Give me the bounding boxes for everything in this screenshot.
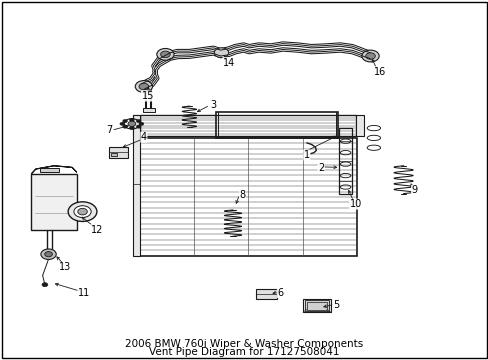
Circle shape [68, 202, 97, 221]
Text: 2006 BMW 760i Wiper & Washer Components: 2006 BMW 760i Wiper & Washer Components [125, 339, 363, 349]
Polygon shape [31, 166, 77, 174]
Bar [133, 115, 140, 136]
Text: 8: 8 [239, 190, 245, 200]
Text: 16: 16 [373, 67, 385, 77]
Circle shape [214, 48, 228, 58]
Circle shape [139, 83, 148, 90]
Circle shape [78, 208, 87, 215]
Bar [215, 112, 337, 138]
Circle shape [122, 125, 127, 128]
Circle shape [41, 249, 56, 260]
Bar [304, 300, 328, 311]
Text: 13: 13 [59, 262, 71, 272]
Text: 4: 4 [141, 132, 146, 142]
Bar [109, 147, 127, 158]
Text: 15: 15 [141, 91, 154, 101]
Circle shape [128, 121, 136, 126]
Bar [256, 289, 276, 299]
Circle shape [135, 81, 152, 93]
Text: Vent Pipe Diagram for 17127508041: Vent Pipe Diagram for 17127508041 [149, 347, 339, 357]
Text: 3: 3 [210, 100, 216, 110]
Text: 14: 14 [223, 58, 235, 68]
Circle shape [157, 49, 174, 60]
Bar [306, 302, 326, 310]
Bar [140, 115, 355, 136]
Circle shape [74, 206, 91, 217]
Circle shape [120, 122, 124, 126]
Circle shape [136, 120, 141, 123]
Circle shape [139, 122, 143, 126]
Circle shape [160, 51, 170, 58]
Circle shape [44, 252, 52, 257]
Circle shape [136, 125, 141, 128]
Text: 9: 9 [411, 185, 417, 195]
Circle shape [42, 283, 48, 287]
Bar [41, 168, 59, 172]
Circle shape [365, 53, 375, 59]
Bar [142, 108, 155, 112]
Bar [338, 128, 351, 194]
Text: 11: 11 [78, 288, 90, 298]
Circle shape [361, 50, 378, 62]
Circle shape [129, 126, 134, 129]
Bar [111, 153, 117, 156]
Bar [133, 115, 140, 256]
Bar [31, 174, 77, 230]
Text: 12: 12 [91, 225, 103, 235]
Circle shape [129, 118, 134, 122]
Text: 1: 1 [303, 150, 309, 160]
Bar [355, 115, 364, 136]
Bar [303, 299, 330, 312]
Circle shape [122, 120, 127, 123]
Text: 10: 10 [349, 199, 361, 209]
Text: 2: 2 [317, 163, 324, 173]
Text: 6: 6 [277, 288, 283, 298]
Text: 7: 7 [106, 125, 112, 135]
Bar [139, 138, 356, 256]
Text: 5: 5 [333, 300, 339, 310]
